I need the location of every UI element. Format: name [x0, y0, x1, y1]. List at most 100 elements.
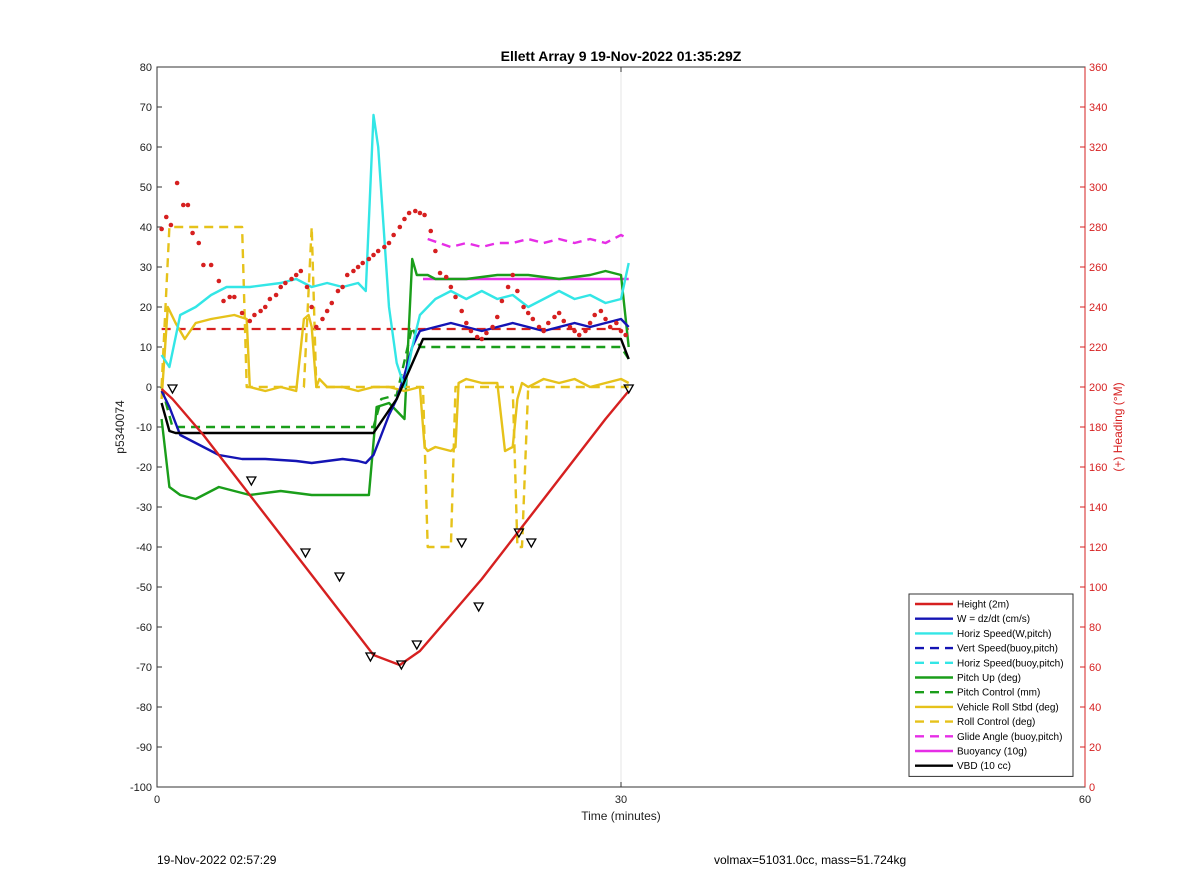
heading-dot — [572, 328, 577, 334]
y-right-tick-label: 180 — [1089, 422, 1107, 434]
heading-dot — [510, 272, 516, 278]
height-marker — [245, 476, 257, 487]
y-tick-label: 20 — [140, 302, 152, 314]
heading-dot — [273, 292, 279, 298]
heading-dot — [561, 318, 567, 324]
y-tick-label: 40 — [140, 222, 152, 234]
heading-dot — [355, 264, 361, 270]
heading-dot — [433, 248, 438, 254]
heading-dot — [618, 328, 624, 334]
heading-dot — [314, 324, 319, 330]
y-right-tick-label: 300 — [1089, 182, 1107, 194]
y-axis-label: p5340074 — [113, 400, 127, 454]
y-tick-label: 60 — [140, 142, 152, 154]
heading-dot — [262, 304, 268, 310]
heading-dot — [552, 314, 557, 320]
heading-dot — [391, 232, 396, 238]
legend-label: W = dz/dt (cm/s) — [957, 614, 1030, 625]
legend-label: Vert Speed(buoy,pitch) — [957, 644, 1058, 655]
series-line — [160, 225, 629, 549]
heading-dot — [375, 248, 381, 254]
heading-dot — [536, 324, 542, 330]
x-tick-label: 30 — [615, 794, 627, 806]
heading-dot — [293, 272, 299, 278]
heading-dot — [190, 230, 195, 236]
heading-dot — [258, 308, 263, 314]
footer-timestamp: 19-Nov-2022 02:57:29 — [157, 853, 277, 867]
heading-dot — [304, 284, 310, 290]
heading-dot — [360, 260, 366, 266]
heading-dot — [603, 316, 608, 322]
heading-dot — [422, 212, 427, 218]
heading-dot — [320, 316, 325, 322]
legend-label: Vehicle Roll Stbd (deg) — [957, 702, 1059, 713]
legend-label: Horiz Speed(W,pitch) — [957, 629, 1051, 640]
height-marker — [513, 528, 525, 539]
heading-dot — [530, 316, 536, 322]
series-line — [160, 337, 630, 435]
y-right-tick-label: 360 — [1089, 62, 1107, 74]
heading-dot — [448, 284, 454, 290]
heading-dot — [490, 324, 495, 330]
y-tick-label: -70 — [136, 662, 152, 674]
y-right-tick-label: 120 — [1089, 542, 1107, 554]
heading-dot — [417, 210, 423, 216]
plot-area: -100-90-80-70-60-50-40-30-20-10010203040… — [130, 62, 1107, 806]
heading-dot — [309, 304, 314, 310]
heading-dot — [208, 262, 214, 268]
heading-dot — [252, 312, 257, 318]
y-tick-label: 0 — [146, 382, 152, 394]
heading-dot — [329, 300, 335, 306]
y-right-tick-label: 160 — [1089, 462, 1107, 474]
legend-label: Pitch Control (mm) — [957, 688, 1040, 699]
x-axis-label: Time (minutes) — [581, 809, 661, 823]
heading-dot — [607, 324, 613, 330]
heading-dot — [546, 320, 551, 326]
chart-title: Ellett Array 9 19-Nov-2022 01:35:29Z — [501, 48, 742, 64]
heading-dot — [464, 320, 469, 326]
heading-dot — [174, 180, 180, 186]
heading-dot — [185, 202, 191, 208]
heading-dot — [525, 310, 531, 316]
series-line — [160, 113, 630, 389]
height-marker — [411, 640, 423, 651]
height-marker — [473, 602, 485, 613]
heading-dot — [278, 284, 284, 290]
x-tick-label: 60 — [1079, 794, 1091, 806]
heading-dot — [592, 312, 598, 318]
heading-dot — [437, 270, 443, 276]
heading-dot — [443, 274, 449, 280]
legend-label: Horiz Speed(buoy,pitch) — [957, 658, 1064, 669]
heading-dot — [227, 294, 232, 300]
y-right-tick-label: 200 — [1089, 382, 1107, 394]
height-marker — [395, 660, 407, 671]
legend-label: Buoyancy (10g) — [957, 747, 1027, 758]
y-right-tick-label: 340 — [1089, 102, 1107, 114]
height-marker — [364, 652, 377, 663]
y-right-tick-label: 40 — [1089, 702, 1101, 714]
heading-dot — [494, 314, 500, 320]
heading-dot — [484, 330, 489, 336]
y-tick-label: 10 — [140, 342, 152, 354]
heading-dot — [499, 298, 505, 304]
heading-dot — [406, 210, 412, 216]
heading-dot — [382, 244, 387, 250]
heading-dot — [283, 280, 288, 286]
heading-dot — [623, 332, 628, 338]
heading-dot — [366, 256, 372, 262]
heading-dot — [247, 318, 253, 324]
y-right-tick-label: 240 — [1089, 302, 1107, 314]
heading-dot — [239, 310, 245, 316]
legend-label: Height (2m) — [957, 600, 1009, 611]
heading-dot — [221, 298, 226, 304]
heading-dot — [515, 288, 520, 294]
y-tick-label: 70 — [140, 102, 152, 114]
y-right-tick-label: 60 — [1089, 662, 1101, 674]
y-tick-label: -30 — [136, 502, 152, 514]
heading-dot — [505, 284, 511, 290]
y-tick-label: -40 — [136, 542, 152, 554]
heading-dot — [351, 268, 356, 274]
heading-dot — [168, 222, 174, 228]
y-tick-label: -10 — [136, 422, 152, 434]
